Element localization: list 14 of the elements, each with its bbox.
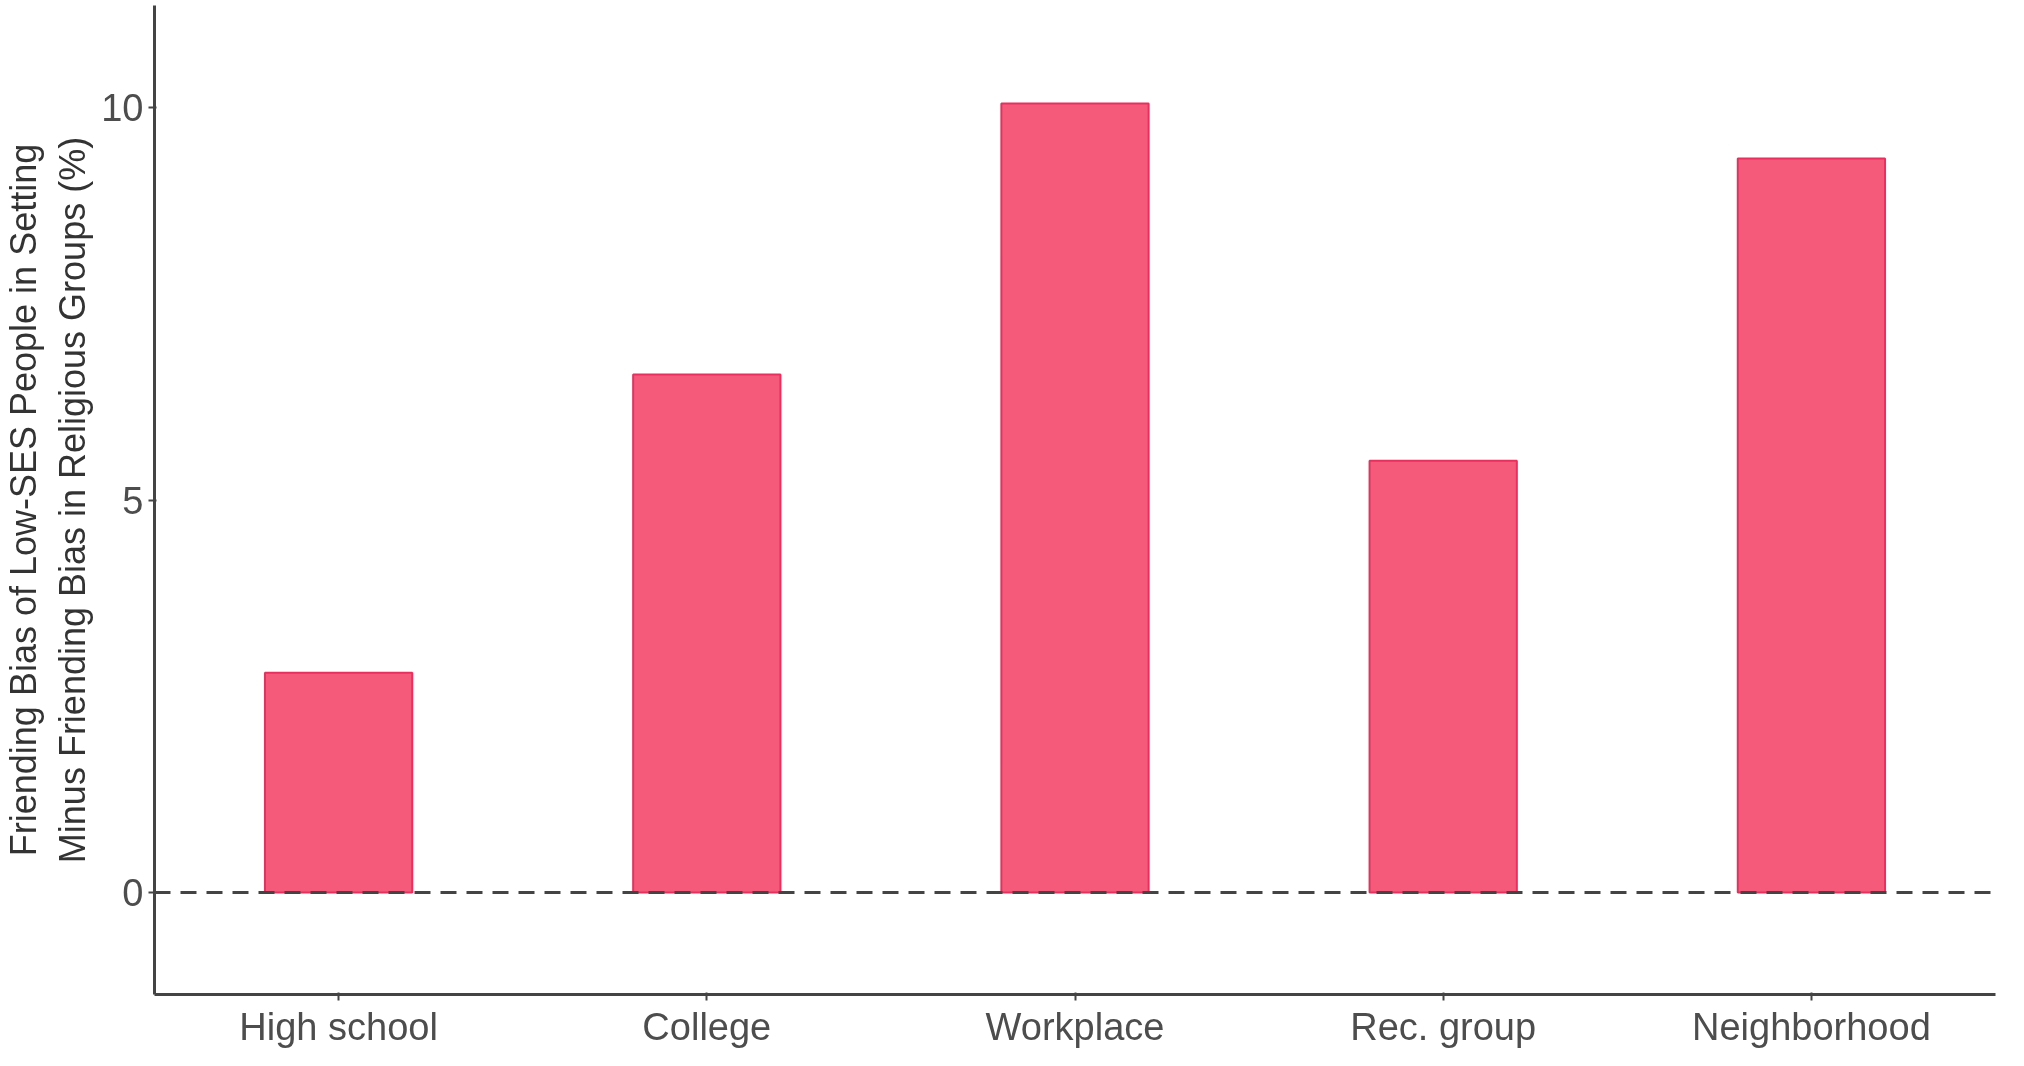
x-tick-label: High school — [239, 1005, 438, 1048]
y-tick-label: 10 — [101, 87, 144, 130]
x-tick-label: Neighborhood — [1692, 1005, 1931, 1048]
y-tick-label: 0 — [122, 871, 144, 914]
bar — [1000, 102, 1150, 894]
x-tick-label: College — [642, 1005, 772, 1048]
bar — [263, 671, 414, 894]
x-tick-label: Workplace — [985, 1005, 1165, 1048]
bar — [632, 373, 782, 894]
bar — [1368, 459, 1518, 894]
x-tick-label: Rec. group — [1350, 1005, 1537, 1048]
y-tick-label: 5 — [122, 479, 144, 522]
bar — [1736, 157, 1887, 894]
y-axis-title: Friending Bias of Low-SES People in Setting Minus Friending Bias in Religious Groups (%) — [3, 136, 94, 864]
